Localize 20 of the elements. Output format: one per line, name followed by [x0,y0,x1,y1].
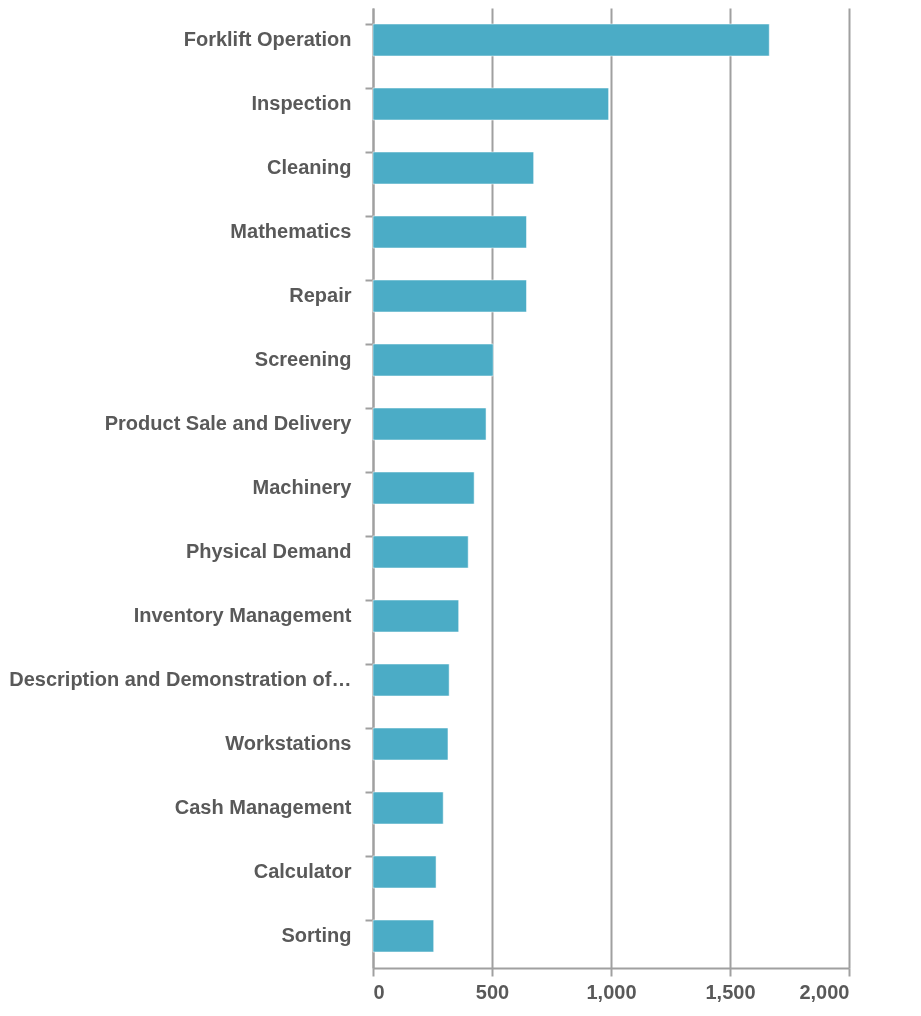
y-tick-label: Product Sale and Delivery [104,412,353,434]
y-tick-label: Workstations [225,732,352,754]
y-tick-label: Calculator [253,860,352,882]
y-tick-label: Forklift Operation [183,28,352,50]
y-tick-label: Screening [254,348,352,370]
x-tick-label: 1,500 [705,980,756,1003]
y-tick-label: Physical Demand [185,540,352,562]
y-tick-label: Cash Management [174,796,352,818]
y-tick-label: Mathematics [230,220,352,242]
y-tick-label: Machinery [252,476,353,498]
y-tick-label: Description and Demonstration of… [9,668,352,690]
y-tick-label: Inspection [251,92,352,114]
x-tick-label: 1,000 [586,980,637,1003]
y-tick-label: Sorting [281,924,352,946]
x-tick-label: 0 [373,980,385,1003]
x-tick-label: 500 [475,980,510,1003]
x-tick-label: 2,000 [799,980,850,1003]
y-tick-label: Cleaning [267,156,352,178]
y-tick-label: Repair [289,284,352,306]
y-tick-label: Inventory Management [133,604,352,626]
